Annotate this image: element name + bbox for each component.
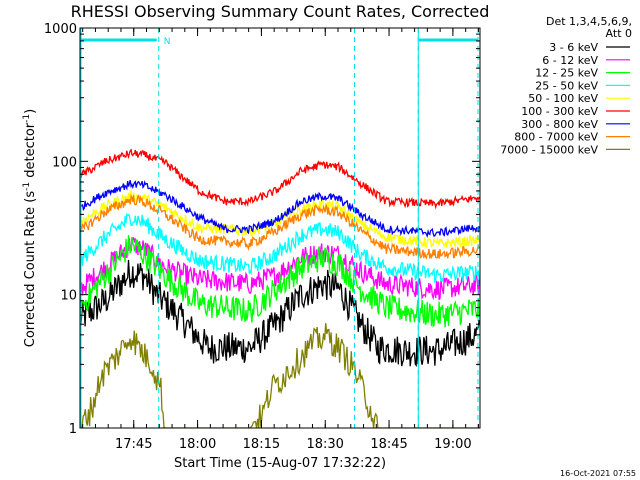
series-line-0 (80, 259, 480, 368)
legend-header-line-2: Att 0 (606, 27, 632, 40)
series-line-7 (80, 194, 480, 260)
y-tick-label: 1 (69, 422, 77, 437)
legend-entry-label: 12 - 25 keV (535, 67, 598, 80)
x-tick-label: 18:00 (179, 437, 216, 452)
legend-entry-label: 800 - 7000 keV (514, 131, 598, 144)
x-tick-label: 18:45 (370, 437, 407, 452)
x-axis-title: Start Time (15-Aug-07 17:32:22) (174, 456, 386, 471)
legend-entry-label: 6 - 12 keV (542, 54, 598, 67)
series-line-2 (80, 235, 480, 328)
observing-flags: N (80, 28, 479, 428)
legend-header-line-1: Det 1,3,4,5,6,9, (546, 15, 632, 28)
legend-entry-label: 25 - 50 keV (535, 79, 598, 92)
legend-entry-label: 300 - 800 keV (521, 118, 598, 131)
y-tick-label: 100 (52, 155, 77, 170)
x-axis-ticks: 17:45 18:00 18:15 18:30 18:45 19:00 (82, 28, 479, 452)
y-tick-label: 10 (60, 289, 77, 304)
x-tick-label: 17:45 (115, 437, 152, 452)
night-flag-label: N (164, 37, 171, 47)
legend-entry-label: 3 - 6 keV (549, 41, 598, 54)
x-tick-label: 18:30 (306, 437, 343, 452)
series-line-6 (80, 179, 480, 239)
x-tick-label: 19:00 (434, 437, 471, 452)
chart-title: RHESSI Observing Summary Count Rates, Co… (71, 2, 490, 21)
legend-entry-label: 50 - 100 keV (528, 92, 598, 105)
series-line-5 (80, 148, 480, 210)
plot-frame (79, 27, 481, 429)
series-line-8 (80, 323, 480, 428)
y-tick-label: 1000 (44, 22, 77, 37)
generated-timestamp: 16-Oct-2021 07:55 (560, 469, 636, 478)
y-axis-title: Corrected Count Rate (s-1 detector-1) (22, 109, 38, 347)
x-tick-label: 18:15 (243, 437, 280, 452)
series-line-3 (80, 212, 480, 284)
legend-entry-label: 7000 - 15000 keV (500, 143, 598, 156)
y-axis-ticks: 1 10 100 1000 (44, 22, 480, 437)
legend-entry-label: 100 - 300 keV (521, 105, 598, 118)
series-layer (80, 148, 480, 428)
